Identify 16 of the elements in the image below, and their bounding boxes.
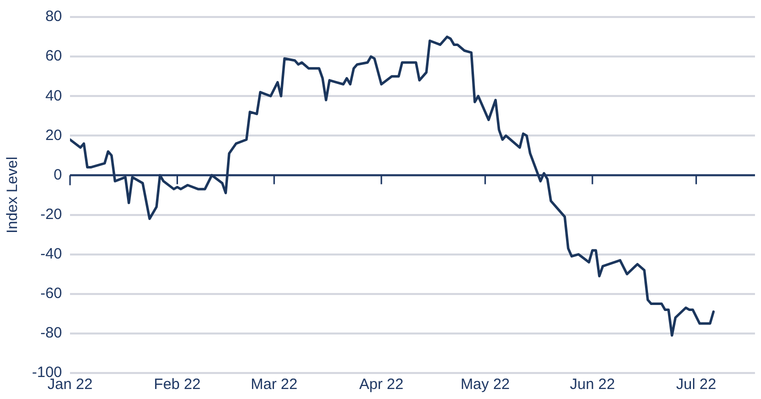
y-tick-label: 0 — [54, 166, 62, 184]
x-tick-label: May 22 — [460, 376, 510, 394]
y-tick-label: 40 — [45, 87, 62, 104]
y-tick-label: 20 — [45, 126, 62, 144]
y-tick-label: -60 — [40, 285, 62, 302]
y-tick-label: 60 — [45, 48, 62, 65]
x-tick-label: Apr 22 — [359, 376, 404, 394]
y-tick-label: -80 — [40, 324, 62, 342]
y-axis-title: Index Level — [4, 156, 22, 234]
x-tick-label: Jun 22 — [570, 376, 615, 394]
x-tick-label: Jul 22 — [676, 376, 716, 394]
y-tick-label: 80 — [45, 8, 62, 26]
x-tick-label: Feb 22 — [154, 376, 201, 394]
y-tick-label: -20 — [40, 206, 62, 223]
x-tick-label: Mar 22 — [250, 376, 298, 394]
y-tick-label: -40 — [40, 245, 62, 262]
